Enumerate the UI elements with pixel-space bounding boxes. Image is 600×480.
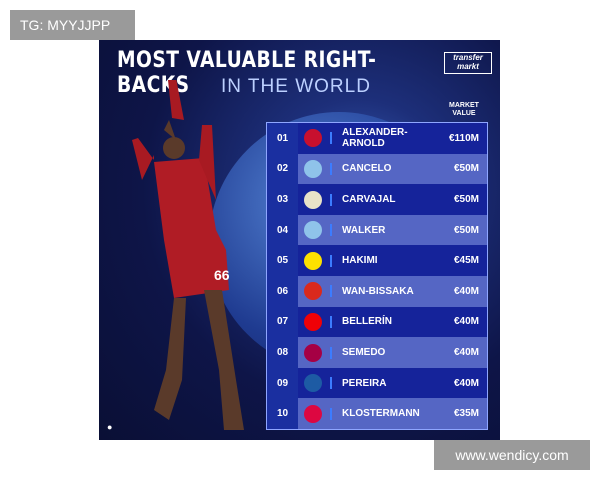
- club-crest-icon: [304, 312, 322, 331]
- table-row: 06 WAN-BISSAKA €40M: [267, 276, 487, 307]
- table-row: 10 KLOSTERMANN €35M: [267, 398, 487, 430]
- separator: [330, 285, 332, 298]
- rank: 01: [276, 132, 289, 144]
- player-image: 66: [132, 80, 244, 430]
- separator: [330, 224, 332, 237]
- player-name: WALKER: [342, 224, 386, 236]
- market-value: €45M: [453, 255, 479, 267]
- player-name: PEREIRA: [342, 377, 387, 389]
- rank: 08: [276, 347, 289, 359]
- separator: [330, 193, 332, 206]
- shirt-number: 66: [214, 267, 230, 283]
- club-crest-icon: [304, 129, 322, 148]
- market-value: €50M: [453, 163, 479, 175]
- club-crest-icon: [304, 343, 322, 362]
- ranking-table: 01 ALEXANDER-ARNOLD €110M 02 CANCELO €50M…: [266, 122, 488, 430]
- watermark-top-left: TG: MYYJJPP: [10, 10, 135, 40]
- table-row: 01 ALEXANDER-ARNOLD €110M: [267, 123, 487, 154]
- player-name: CANCELO: [342, 163, 392, 175]
- rank: 04: [276, 224, 289, 236]
- market-value: €40M: [453, 377, 479, 389]
- club-crest-icon: [304, 374, 322, 393]
- market-value: €40M: [453, 316, 479, 328]
- market-value: €40M: [453, 285, 479, 297]
- poster-subtitle: IN THE WORLD: [221, 76, 371, 97]
- separator: [330, 132, 332, 145]
- infographic-poster: MOST VALUABLE RIGHT-BACKS IN THE WORLD t…: [99, 40, 500, 440]
- rank: 09: [276, 377, 289, 389]
- separator: [330, 254, 332, 267]
- table-row: 07 BELLERÍN €40M: [267, 306, 487, 338]
- rank: 03: [276, 194, 289, 206]
- market-value: €110M: [448, 132, 479, 144]
- player-name: CARVAJAL: [342, 194, 396, 206]
- table-row: 09 PEREIRA €40M: [267, 367, 487, 399]
- market-value: €50M: [453, 194, 479, 206]
- market-value: €40M: [453, 347, 479, 359]
- club-crest-icon: [304, 404, 322, 423]
- instagram-user-icon: ●: [107, 422, 113, 432]
- rank: 02: [276, 163, 289, 175]
- separator: [330, 407, 332, 420]
- market-value: €35M: [453, 408, 479, 420]
- player-name: BELLERÍN: [342, 316, 392, 328]
- separator: [330, 315, 332, 328]
- rank: 10: [276, 408, 289, 420]
- table-row: 03 CARVAJAL €50M: [267, 184, 487, 215]
- rank: 07: [276, 316, 289, 328]
- market-value-header: MARKET VALUE: [449, 102, 479, 117]
- club-crest-icon: [304, 190, 322, 209]
- rank: 06: [276, 285, 289, 297]
- table-row: 04 WALKER €50M: [267, 214, 487, 246]
- club-crest-icon: [304, 221, 322, 240]
- rank: 05: [276, 255, 289, 267]
- separator: [330, 162, 332, 175]
- player-name: HAKIMI: [342, 255, 378, 267]
- table-row: 02 CANCELO €50M: [267, 153, 487, 185]
- separator: [330, 346, 332, 359]
- table-row: 05 HAKIMI €45M: [267, 245, 487, 277]
- player-name: KLOSTERMANN: [342, 408, 420, 420]
- player-name: SEMEDO: [342, 347, 386, 359]
- table-row: 08 SEMEDO €40M: [267, 337, 487, 368]
- club-crest-icon: [304, 282, 322, 301]
- club-crest-icon: [304, 251, 322, 270]
- watermark-bottom-right: www.wendicy.com: [434, 440, 590, 470]
- player-name: ALEXANDER-ARNOLD: [342, 127, 408, 150]
- club-crest-icon: [304, 159, 322, 178]
- transfermarkt-logo: transfer markt: [444, 52, 492, 74]
- market-value: €50M: [453, 224, 479, 236]
- player-name: WAN-BISSAKA: [342, 285, 414, 297]
- separator: [330, 377, 332, 390]
